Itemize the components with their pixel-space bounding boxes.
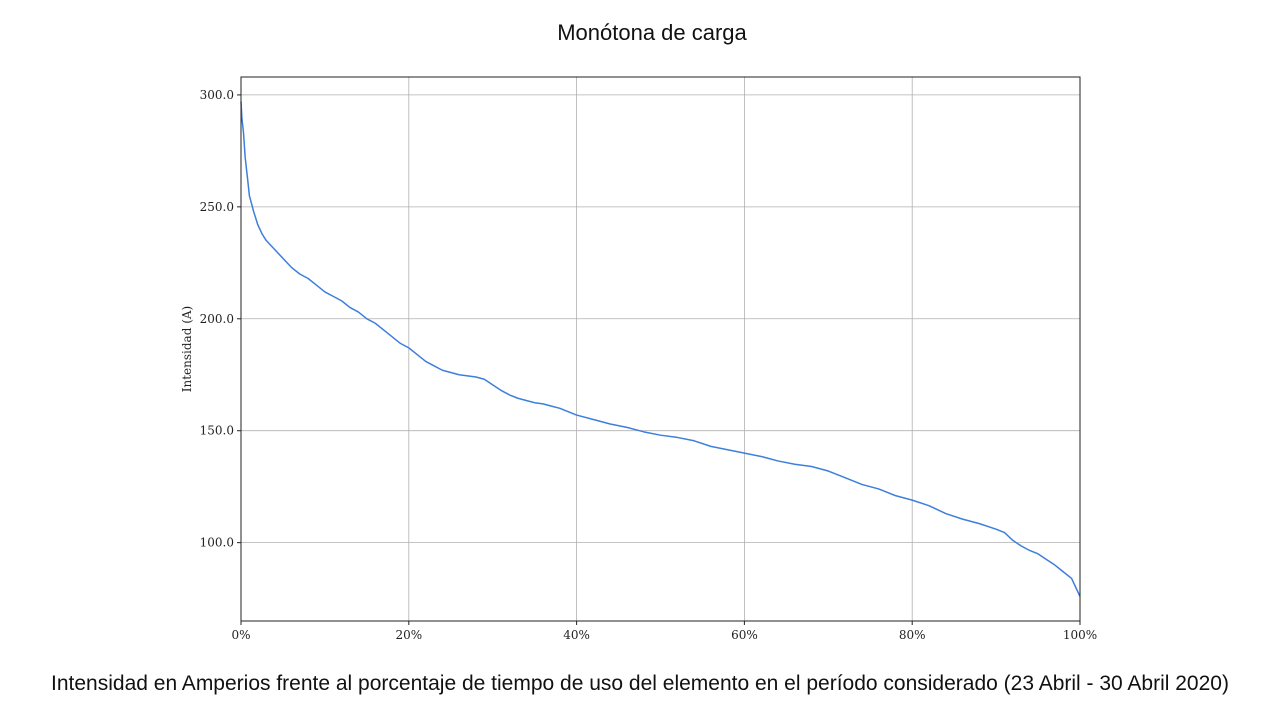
x-tick-label: 0% <box>231 628 250 642</box>
x-axis-ticks: 0% 20% 40% 60% 80% 100% <box>231 621 1097 642</box>
x-tick-label: 100% <box>1063 628 1097 642</box>
slide-title: Monótona de carga <box>557 20 747 45</box>
y-axis-ticks: 100.0 150.0 200.0 250.0 300.0 <box>200 88 241 550</box>
x-tick-label: 20% <box>395 628 422 642</box>
y-tick-label: 300.0 <box>200 88 234 102</box>
series-group <box>240 101 1081 597</box>
y-tick-label: 200.0 <box>200 312 234 326</box>
y-tick-label: 150.0 <box>200 424 234 438</box>
y-tick-label: 250.0 <box>200 200 234 214</box>
slide-caption: Intensidad en Amperios frente al porcent… <box>51 672 1229 695</box>
plot-frame <box>240 76 1081 622</box>
y-tick-label: 100.0 <box>200 536 234 550</box>
y-axis-label: Intensidad (A) <box>180 306 194 392</box>
x-tick-label: 60% <box>731 628 758 642</box>
x-tick-label: 40% <box>563 628 590 642</box>
x-tick-label: 80% <box>899 628 926 642</box>
series-line <box>240 101 1081 597</box>
grid-lines <box>240 77 1081 621</box>
